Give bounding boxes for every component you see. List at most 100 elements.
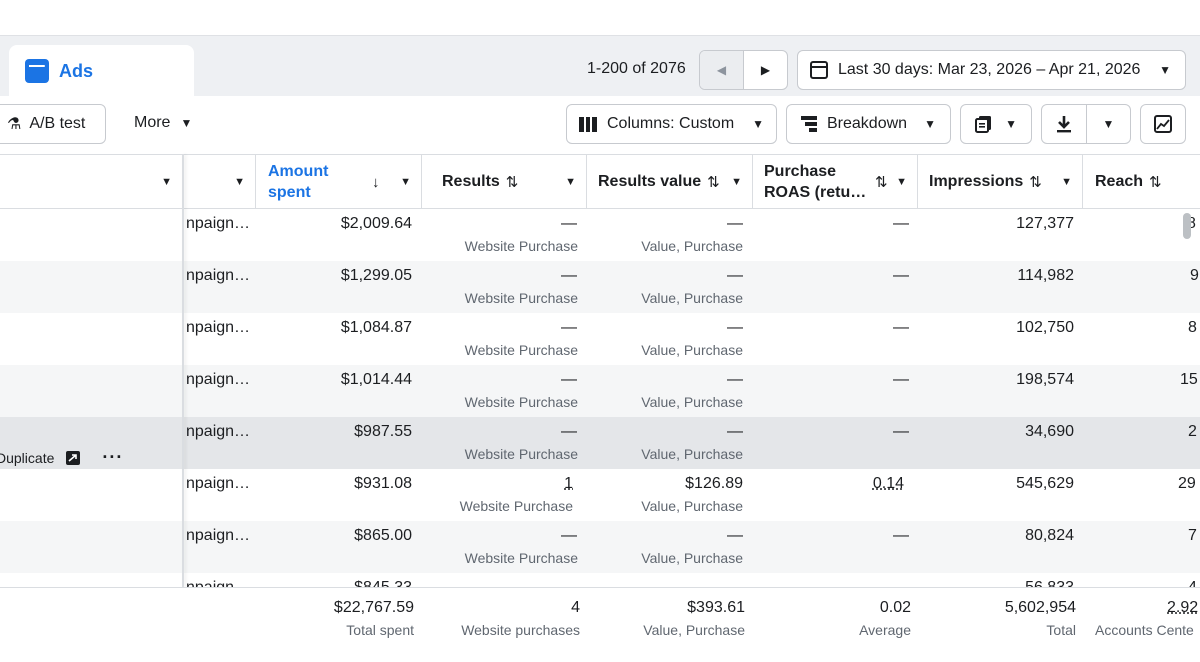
tab-ads[interactable]: Ads xyxy=(9,45,194,97)
results-value-header-label: Results value xyxy=(598,173,702,190)
purchase-roas-cell[interactable]: 0.14 xyxy=(872,475,904,492)
results-cell: — xyxy=(561,423,577,440)
campaign-name-cell[interactable]: npaign… xyxy=(186,475,251,492)
sort-icon: ⇅ xyxy=(1029,174,1042,191)
column-header-results-value[interactable]: Results value ⇅ ▼ xyxy=(587,155,753,209)
table-row[interactable]: npaign… $1,084.87 — Website Purchase — V… xyxy=(0,313,1200,365)
results-sub-label: Website Purchase xyxy=(464,550,578,566)
total-results-label: Website purchases xyxy=(461,622,580,638)
caret-down-icon: ▼ xyxy=(1061,176,1072,188)
campaign-name-cell[interactable]: npaign… xyxy=(186,579,250,587)
purchase-roas-cell: — xyxy=(893,371,909,388)
total-results: 4 Website purchases xyxy=(461,599,580,638)
column-header-results[interactable]: Results ⇅ ▼ xyxy=(422,155,587,209)
reach-cell: 9 xyxy=(1190,267,1199,284)
results-sub-label: Website Purchase xyxy=(464,446,578,462)
download-icon xyxy=(1057,116,1071,133)
reach-cell: 2 xyxy=(1188,423,1197,440)
charts-button[interactable] xyxy=(1140,104,1186,144)
column-header-amount-spent[interactable]: Amount spent ↓ ▼ xyxy=(256,155,422,209)
chevron-left-icon: ◀ xyxy=(716,63,727,77)
date-range-picker[interactable]: Last 30 days: Mar 23, 2026 – Apr 21, 202… xyxy=(797,50,1186,90)
table-row[interactable]: npaign… $1,299.05 — Website Purchase — V… xyxy=(0,261,1200,313)
trend-chart-icon xyxy=(1154,115,1172,133)
campaign-name-cell[interactable]: npaign… xyxy=(186,371,251,388)
sort-icon: ⇅ xyxy=(707,174,720,191)
table-row[interactable]: npaign… $2,009.64 — Website Purchase — V… xyxy=(0,209,1200,261)
columns-button[interactable]: Columns: Custom ▼ xyxy=(566,104,777,144)
results-value-sub-label: Value, Purchase xyxy=(641,394,743,410)
vertical-scrollbar[interactable] xyxy=(1183,213,1191,239)
chevron-right-icon: ▶ xyxy=(760,63,771,77)
previous-page-button[interactable]: ◀ xyxy=(700,51,744,89)
column-header-reach[interactable]: Reach ⇅ xyxy=(1083,155,1200,209)
campaign-name-cell[interactable]: npaign… xyxy=(186,319,251,336)
purchase-roas-cell: — xyxy=(893,267,909,284)
breakdown-button[interactable]: Breakdown ▼ xyxy=(786,104,951,144)
reports-button[interactable]: ▼ xyxy=(960,104,1032,144)
table-row[interactable]: npaign… $845.33 56,833 4 xyxy=(0,573,1200,587)
total-purchase-roas-value: 0.02 xyxy=(879,599,911,616)
export-options-button[interactable]: ▼ xyxy=(1087,105,1130,143)
results-cell: — xyxy=(561,319,577,336)
column-header-campaign[interactable]: ▼ xyxy=(183,155,256,209)
total-amount-spent: $22,767.59 Total spent xyxy=(334,599,414,638)
results-value-cell: — xyxy=(727,371,743,388)
caret-down-icon: ▼ xyxy=(896,176,907,188)
calendar-icon xyxy=(810,61,828,79)
total-impressions-value: 5,602,954 xyxy=(1004,599,1076,616)
reach-cell: 4 xyxy=(1188,579,1197,587)
duplicate-button[interactable]: Duplicate xyxy=(0,449,55,466)
impressions-cell: 102,750 xyxy=(1016,319,1074,336)
next-page-button[interactable]: ▶ xyxy=(744,51,787,89)
tab-ads-label: Ads xyxy=(59,60,94,81)
total-results-value-label: Value, Purchase xyxy=(643,622,745,638)
total-reach-value[interactable]: 2.92 xyxy=(1167,599,1199,616)
more-options-icon[interactable]: ··· xyxy=(102,447,124,467)
sort-icon: ⇅ xyxy=(875,174,888,191)
results-value-cell: — xyxy=(727,319,743,336)
ab-test-button[interactable]: ⚗ A/B test xyxy=(0,104,106,144)
results-value-sub-label: Value, Purchase xyxy=(641,446,743,462)
download-button[interactable] xyxy=(1042,105,1087,143)
more-label: More xyxy=(134,114,171,131)
caret-down-icon: ▼ xyxy=(752,117,764,131)
total-reach-label: Accounts Cente xyxy=(1095,622,1194,638)
amount-spent-cell: $1,299.05 xyxy=(340,267,412,284)
campaign-name-cell[interactable]: npaign… xyxy=(186,267,251,284)
table-totals-row: $22,767.59 Total spent 4 Website purchas… xyxy=(0,587,1200,662)
reach-cell: 8 xyxy=(1188,319,1197,336)
campaign-name-cell[interactable]: npaign… xyxy=(186,527,251,544)
campaign-name-cell[interactable]: npaign… xyxy=(186,215,251,232)
breakdown-icon xyxy=(801,116,817,132)
purchase-roas-cell: — xyxy=(893,527,909,544)
results-sub-label: Website Purchase xyxy=(464,290,578,306)
results-cell[interactable]: 1 xyxy=(564,475,573,492)
total-amount-spent-label: Total spent xyxy=(346,622,414,638)
results-value-cell: — xyxy=(727,527,743,544)
table-row[interactable]: npaign… $931.08 1 Website Purchase $126.… xyxy=(0,469,1200,521)
table-row[interactable]: npaign… $865.00 — Website Purchase — Val… xyxy=(0,521,1200,573)
results-value-sub-label: Value, Purchase xyxy=(641,290,743,306)
columns-label: Columns: Custom xyxy=(607,115,735,132)
column-header-purchase-roas[interactable]: Purchase ROAS (retu… ⇅ ▼ xyxy=(753,155,918,209)
flask-icon: ⚗ xyxy=(7,116,22,133)
more-button[interactable]: More ▼ xyxy=(134,114,192,132)
purchase-roas-cell: — xyxy=(893,319,909,336)
export-button: ▼ xyxy=(1041,104,1131,144)
open-in-new-icon[interactable] xyxy=(66,450,81,465)
sort-icon: ⇅ xyxy=(505,174,519,191)
caret-down-icon: ▼ xyxy=(161,176,172,188)
column-header-name[interactable]: ▼ xyxy=(0,155,183,209)
columns-icon xyxy=(579,116,598,132)
results-value-cell: $126.89 xyxy=(685,475,743,492)
campaign-name-cell[interactable]: npaign… xyxy=(186,423,251,440)
results-sub-label: Website Purchase xyxy=(464,238,578,254)
results-cell: — xyxy=(561,527,577,544)
table-row[interactable]: npaign… $1,014.44 — Website Purchase — V… xyxy=(0,365,1200,417)
purchase-roas-header-label: Purchase ROAS (retu… xyxy=(764,163,867,201)
table-row[interactable]: npaign… $987.55 — Website Purchase — Val… xyxy=(0,417,1200,469)
column-header-impressions[interactable]: Impressions ⇅ ▼ xyxy=(918,155,1083,209)
amount-spent-cell: $1,014.44 xyxy=(340,371,412,388)
amount-spent-cell: $987.55 xyxy=(354,423,412,440)
